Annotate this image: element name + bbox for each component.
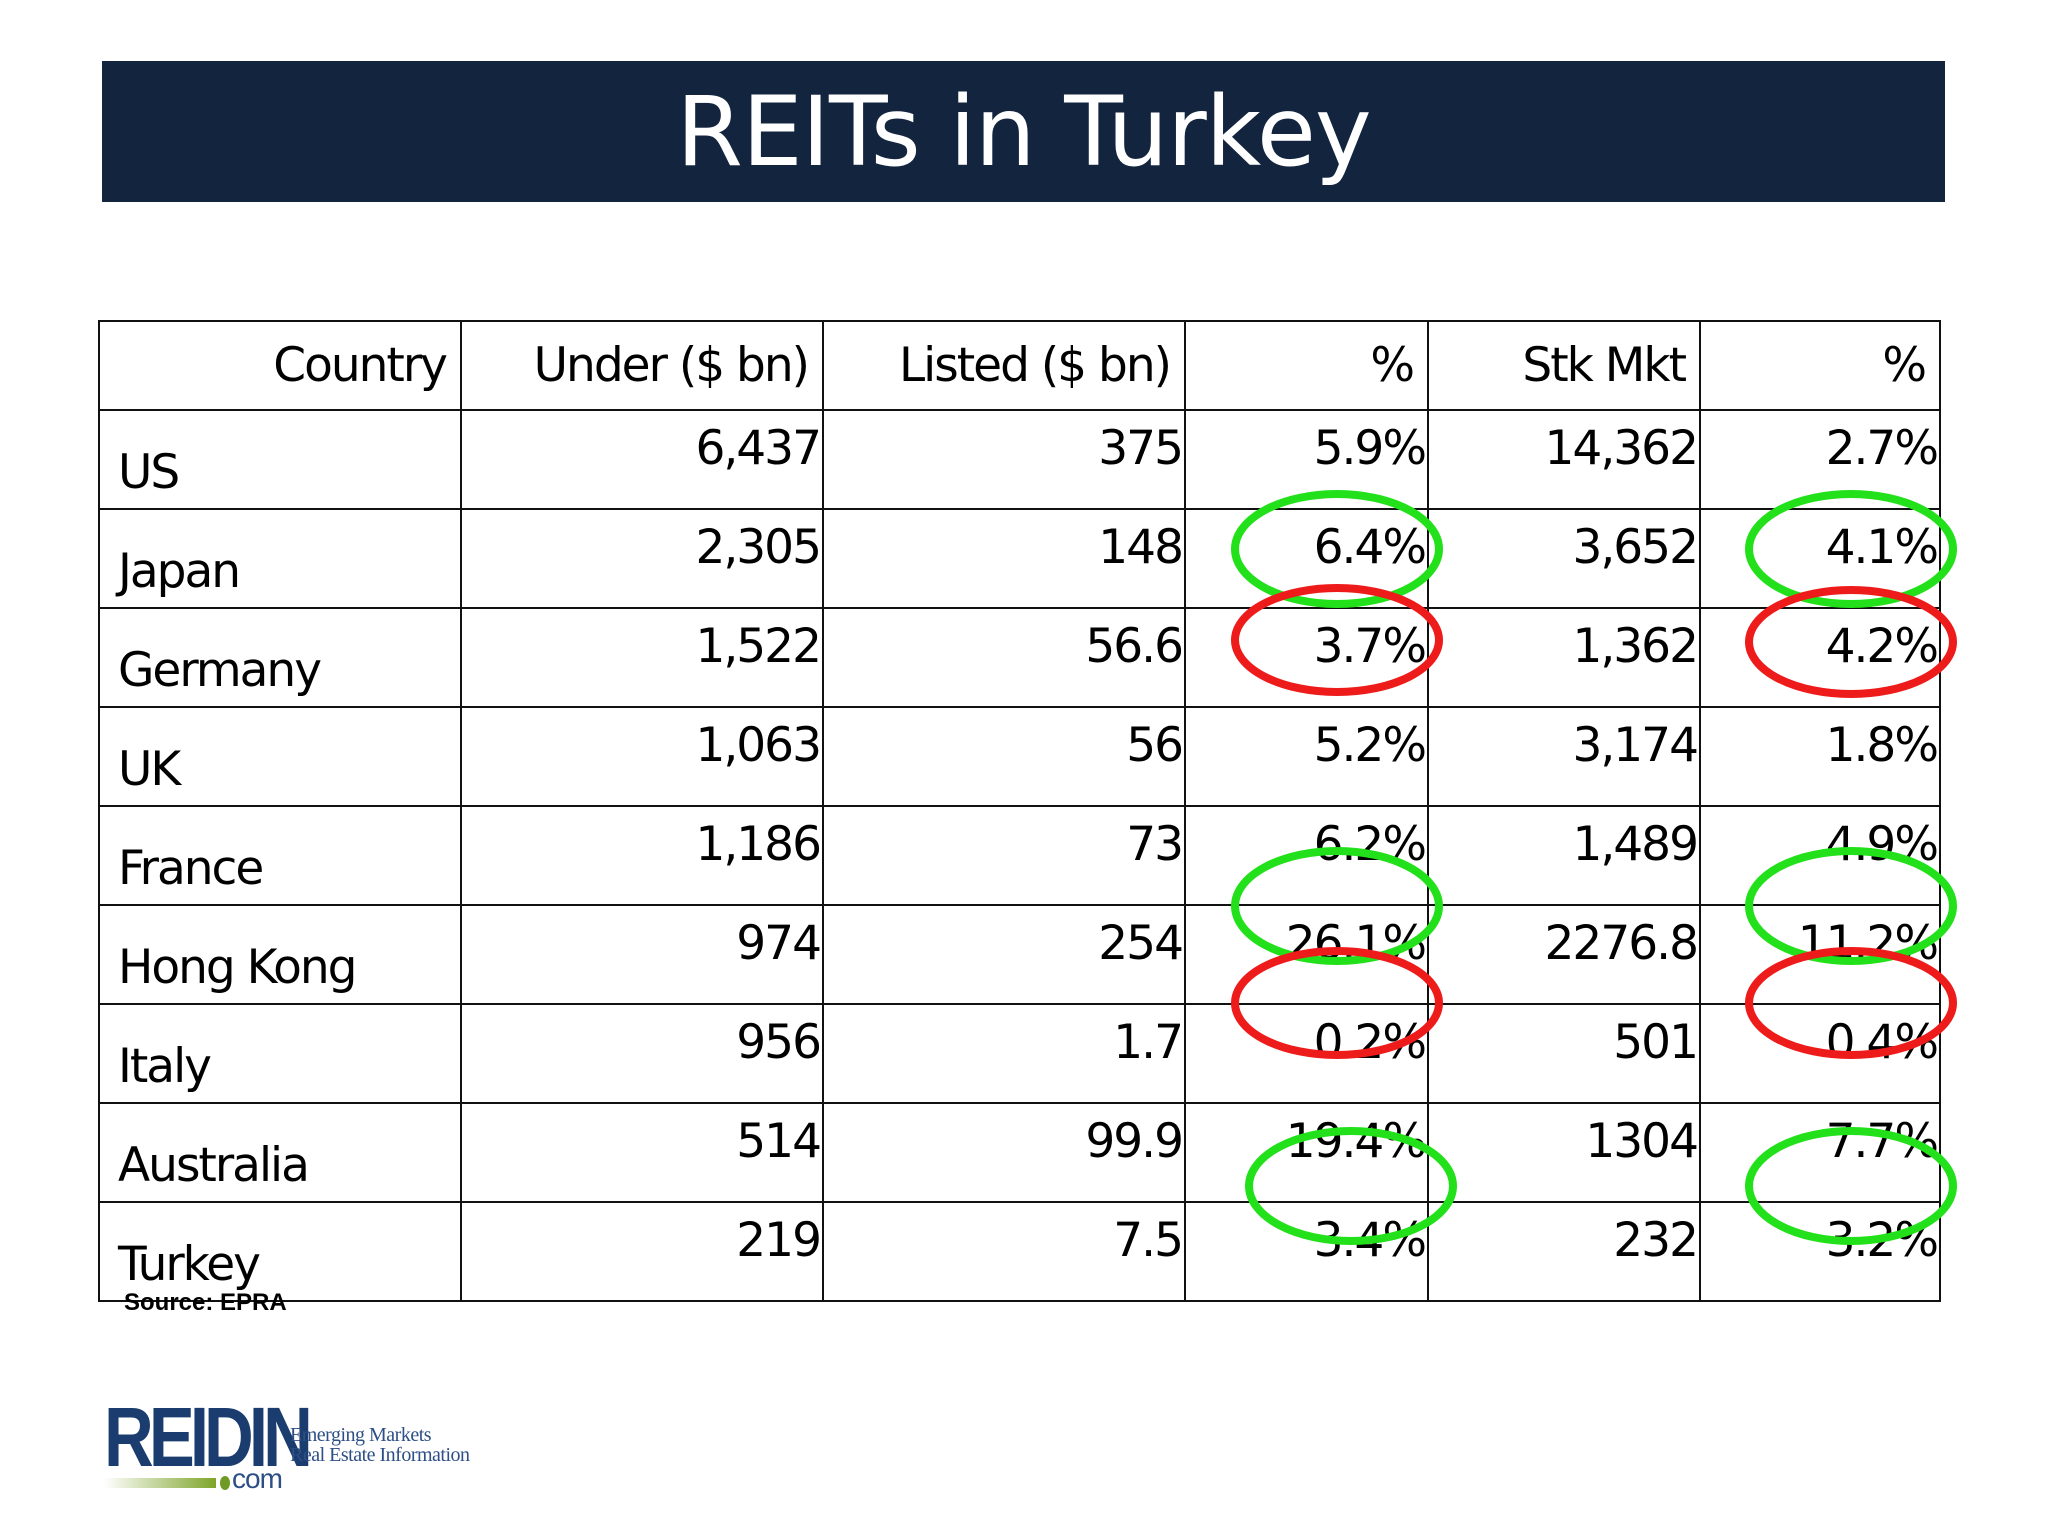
table-row: Turkey 219 7.5 3.4% 232 3.2% <box>98 1201 1941 1302</box>
logo-tagline-line-1: Emerging Markets <box>290 1424 432 1446</box>
table-row: US 6,437 375 5.9% 14,362 2.7% <box>98 409 1941 510</box>
source-note: Source: EPRA <box>124 1289 287 1316</box>
logo-dot <box>220 1476 230 1490</box>
cell-listed: 73 <box>822 805 1186 906</box>
reidin-logo: REIDIN Emerging Markets Real Estate Info… <box>104 1395 484 1495</box>
table-row: Australia 514 99.9 19.4% 1304 7.7% <box>98 1102 1941 1203</box>
cell-pct-stk: 11.2% <box>1699 904 1941 1005</box>
cell-pct-stk: 7.7% <box>1699 1102 1941 1203</box>
slide-title: REITs in Turkey <box>676 75 1371 188</box>
cell-listed: 1.7 <box>822 1003 1186 1104</box>
cell-stk-mkt: 232 <box>1427 1201 1701 1302</box>
cell-pct-stk: 4.2% <box>1699 607 1941 708</box>
cell-listed: 99.9 <box>822 1102 1186 1203</box>
title-bar: REITs in Turkey <box>102 61 1945 202</box>
cell-stk-mkt: 14,362 <box>1427 409 1701 510</box>
cell-under: 219 <box>460 1201 824 1302</box>
table-row: France 1,186 73 6.2% 1,489 4.9% <box>98 805 1941 906</box>
cell-pct-under: 26.1% <box>1184 904 1429 1005</box>
cell-country: Japan <box>98 508 462 609</box>
cell-pct-under: 3.4% <box>1184 1201 1429 1302</box>
logo-tagline: Emerging Markets Real Estate Information <box>290 1425 470 1465</box>
cell-stk-mkt: 1,489 <box>1427 805 1701 906</box>
cell-stk-mkt: 3,174 <box>1427 706 1701 807</box>
cell-listed: 56.6 <box>822 607 1186 708</box>
cell-under: 514 <box>460 1102 824 1203</box>
logo-tagline-line-2: Real Estate Information <box>290 1444 470 1466</box>
cell-country: UK <box>98 706 462 807</box>
cell-listed: 7.5 <box>822 1201 1186 1302</box>
cell-pct-stk: 3.2% <box>1699 1201 1941 1302</box>
cell-pct-under: 5.2% <box>1184 706 1429 807</box>
logo-gradient-bar <box>104 1478 216 1488</box>
cell-pct-stk: 2.7% <box>1699 409 1941 510</box>
cell-listed: 375 <box>822 409 1186 510</box>
cell-country: France <box>98 805 462 906</box>
logo-com: com <box>232 1463 283 1494</box>
cell-pct-under: 3.7% <box>1184 607 1429 708</box>
header-country: Country <box>98 320 462 411</box>
cell-country: US <box>98 409 462 510</box>
table-row: Japan 2,305 148 6.4% 3,652 4.1% <box>98 508 1941 609</box>
table-header-row: Country Under ($ bn) Listed ($ bn) % Stk… <box>98 320 1941 411</box>
table-row: UK 1,063 56 5.2% 3,174 1.8% <box>98 706 1941 807</box>
cell-stk-mkt: 1,362 <box>1427 607 1701 708</box>
cell-pct-under: 0.2% <box>1184 1003 1429 1104</box>
cell-country: Hong Kong <box>98 904 462 1005</box>
cell-stk-mkt: 501 <box>1427 1003 1701 1104</box>
reit-table: Country Under ($ bn) Listed ($ bn) % Stk… <box>98 320 1941 1302</box>
header-listed: Listed ($ bn) <box>822 320 1186 411</box>
cell-under: 6,437 <box>460 409 824 510</box>
cell-stk-mkt: 3,652 <box>1427 508 1701 609</box>
cell-country: Turkey <box>98 1201 462 1302</box>
cell-pct-stk: 4.1% <box>1699 508 1941 609</box>
cell-stk-mkt: 2276.8 <box>1427 904 1701 1005</box>
header-pct-stk: % <box>1699 320 1941 411</box>
cell-pct-stk: 4.9% <box>1699 805 1941 906</box>
cell-under: 956 <box>460 1003 824 1104</box>
header-stk-mkt: Stk Mkt <box>1427 320 1701 411</box>
cell-stk-mkt: 1304 <box>1427 1102 1701 1203</box>
cell-pct-under: 6.2% <box>1184 805 1429 906</box>
cell-under: 1,186 <box>460 805 824 906</box>
logo-wordmark: REIDIN <box>104 1390 313 1484</box>
cell-country: Australia <box>98 1102 462 1203</box>
header-pct-under: % <box>1184 320 1429 411</box>
cell-country: Italy <box>98 1003 462 1104</box>
table-row: Italy 956 1.7 0.2% 501 0.4% <box>98 1003 1941 1104</box>
cell-listed: 56 <box>822 706 1186 807</box>
cell-listed: 148 <box>822 508 1186 609</box>
header-under: Under ($ bn) <box>460 320 824 411</box>
cell-under: 2,305 <box>460 508 824 609</box>
cell-listed: 254 <box>822 904 1186 1005</box>
cell-pct-stk: 0.4% <box>1699 1003 1941 1104</box>
table-row: Hong Kong 974 254 26.1% 2276.8 11.2% <box>98 904 1941 1005</box>
table-row: Germany 1,522 56.6 3.7% 1,362 4.2% <box>98 607 1941 708</box>
cell-under: 974 <box>460 904 824 1005</box>
cell-pct-under: 19.4% <box>1184 1102 1429 1203</box>
cell-country: Germany <box>98 607 462 708</box>
cell-under: 1,063 <box>460 706 824 807</box>
cell-pct-under: 5.9% <box>1184 409 1429 510</box>
cell-pct-under: 6.4% <box>1184 508 1429 609</box>
cell-pct-stk: 1.8% <box>1699 706 1941 807</box>
cell-under: 1,522 <box>460 607 824 708</box>
